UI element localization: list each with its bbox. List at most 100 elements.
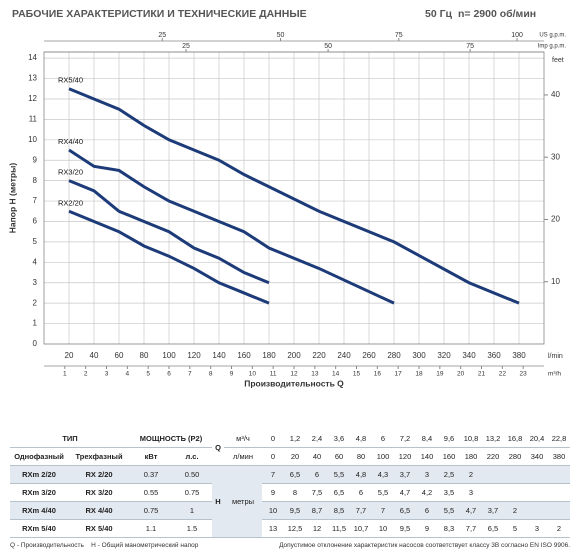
table-cell: 8,3 [438, 519, 460, 538]
table-cell [504, 465, 526, 484]
x-tick-label: 340 [462, 351, 476, 360]
y-tick-label: 13 [28, 74, 37, 83]
y2-tick-label: 40 [551, 90, 560, 99]
table-cell: 3 [526, 519, 548, 538]
x-tick-label: 200 [287, 351, 301, 360]
table-cell: 4,7 [394, 483, 416, 502]
secondary-tick-label: 16 [374, 371, 382, 378]
table-cell [548, 465, 570, 484]
x-tick-label: 20 [65, 351, 74, 360]
y-tick-label: 2 [33, 298, 38, 307]
table-cell: 1 [172, 501, 212, 520]
table-cell: 13,2 [482, 430, 504, 448]
table-cell: 20,4 [526, 430, 548, 448]
table-cell: 10,8 [460, 430, 482, 448]
table-cell: 4,8 [350, 465, 372, 484]
secondary-tick-label: 10 [249, 371, 257, 378]
table-cell: 6,5 [482, 519, 504, 538]
table-cell: ТИП [10, 430, 130, 448]
table-cell: 3,6 [328, 430, 350, 448]
y-tick-label: 9 [33, 155, 38, 164]
table-cell: 16,8 [504, 430, 526, 448]
y-tick-label: 6 [33, 217, 38, 226]
table-cell: 140 [416, 447, 438, 466]
secondary-tick-label: 100 [511, 32, 523, 39]
table-cell: 0 [262, 447, 284, 466]
table-cell: 8,5 [328, 501, 350, 520]
x-tick-label: 240 [337, 351, 351, 360]
table-cell: 7,7 [350, 501, 372, 520]
secondary-tick-label: 6 [167, 371, 171, 378]
table-cell: 4,8 [350, 430, 372, 448]
x-tick-label: 100 [162, 351, 176, 360]
table-cell: 12 [306, 519, 328, 538]
y-tick-label: 14 [28, 53, 37, 62]
curve-label: RX3/20 [58, 168, 83, 177]
table-cell: 8 [284, 483, 306, 502]
table-cell: 2 [548, 519, 570, 538]
table-cell: 10 [262, 501, 284, 520]
secondary-tick-label: 23 [520, 371, 528, 378]
secondary-tick-label: 75 [395, 32, 403, 39]
y-axis-label: Напор H (метры) [7, 163, 17, 234]
secondary-tick-label: 3 [105, 371, 109, 378]
chart: РАБОЧИЕ ХАРАКТЕРИСТИКИ И ТЕХНИЧЕСКИЕ ДАН… [7, 8, 567, 388]
footer-note: H - Общий манометрический напор [91, 542, 199, 549]
table-cell: 0.50 [172, 465, 212, 484]
secondary-tick-label: 7 [188, 371, 192, 378]
table-cell: 6,5 [284, 465, 306, 484]
table-cell: 3 [460, 483, 482, 502]
secondary-tick-label: 50 [324, 43, 332, 50]
table-cell: 6 [416, 501, 438, 520]
table-cell: 8,4 [416, 430, 438, 448]
table-cell: 5,5 [328, 465, 350, 484]
table-cell: 40 [306, 447, 328, 466]
secondary-tick-label: 15 [353, 371, 361, 378]
table-cell: 9,6 [438, 430, 460, 448]
secondary-tick-label: 18 [415, 371, 423, 378]
x-axis-label: Производительность Q [244, 378, 344, 388]
y-tick-label: 11 [29, 114, 38, 123]
y-tick-label: 12 [28, 94, 37, 103]
table-cell: 60 [328, 447, 350, 466]
secondary-tick-label: 14 [332, 371, 340, 378]
table-cell: 7,5 [306, 483, 328, 502]
footer-note: Q - Производительность [10, 542, 84, 549]
table-cell: метры [224, 465, 262, 538]
x-tick-label: 260 [362, 351, 376, 360]
x-tick-label: 160 [237, 351, 251, 360]
table-cell: 1.5 [172, 519, 212, 538]
table-cell: 10,7 [350, 519, 372, 538]
x-tick-label: 280 [387, 351, 401, 360]
table-cell: 0 [262, 430, 284, 448]
secondary-tick-label: 12 [290, 371, 298, 378]
footer-note: Допустимое отклонение характеристик насо… [279, 542, 570, 549]
table-cell: 12,5 [284, 519, 306, 538]
x-tick-label: 60 [115, 351, 124, 360]
secondary-tick-label: 25 [182, 43, 190, 50]
table-cell: RX 4/40 [68, 501, 130, 520]
table-cell: 160 [438, 447, 460, 466]
table-cell: л.с. [172, 447, 212, 466]
table-cell: л/мин [224, 447, 262, 466]
table-cell: 180 [460, 447, 482, 466]
table-cell: 7,2 [394, 430, 416, 448]
table-cell: RX 3/20 [68, 483, 130, 502]
footer: Q - Производительность H - Общий маномет… [10, 542, 570, 549]
secondary-axis-label: Imp g.p.m. [538, 44, 567, 50]
table-cell: 20 [284, 447, 306, 466]
x-tick-label: 300 [412, 351, 426, 360]
table-cell [548, 483, 570, 502]
curve [68, 148, 395, 305]
curve-label: RX2/20 [58, 198, 83, 207]
table-cell: 0.75 [130, 501, 172, 520]
table-cell: RX 5/40 [68, 519, 130, 538]
y-tick-label: 4 [33, 257, 38, 266]
speed: n= 2900 об/мин [458, 8, 536, 20]
table-cell: 22,8 [548, 430, 570, 448]
table-cell: 4,2 [416, 483, 438, 502]
table-cell: 6 [372, 430, 394, 448]
table-cell: 5,5 [372, 483, 394, 502]
table-cell: 2,5 [438, 465, 460, 484]
